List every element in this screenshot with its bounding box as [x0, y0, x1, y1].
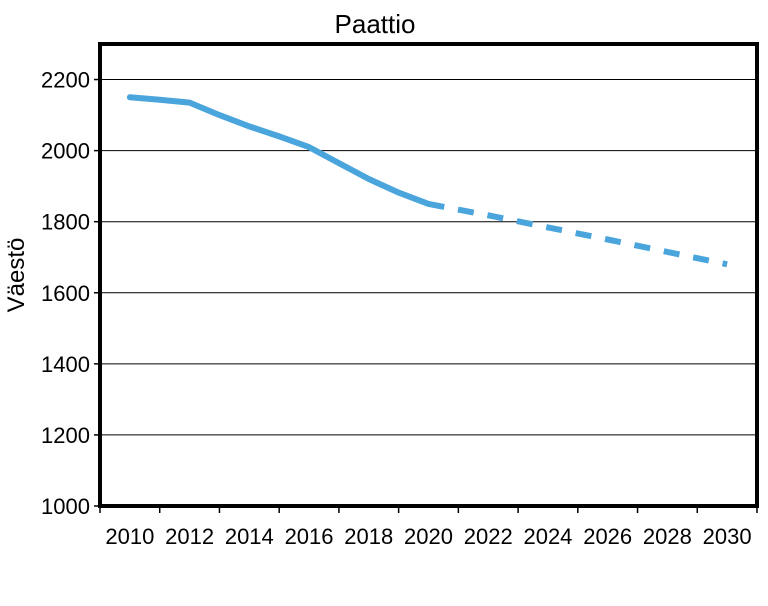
y-tick-label-2000: 2000	[41, 139, 90, 164]
x-tick-label-2018: 2018	[344, 524, 393, 549]
y-axis-label: Väestö	[3, 238, 30, 313]
y-tick-label-1600: 1600	[41, 281, 90, 306]
x-tick-label-2026: 2026	[583, 524, 632, 549]
x-axis-ticks: 2010 2012 2014 2016 2018 2020 2022 2024 2026 2028…	[99, 506, 758, 549]
plot-series	[126, 94, 728, 268]
y-tick-label-1400: 1400	[41, 352, 90, 377]
x-tick-label-2022: 2022	[464, 524, 513, 549]
plot-frame	[98, 42, 759, 508]
x-tick-label-2020: 2020	[404, 524, 453, 549]
x-tick-label-2014: 2014	[225, 524, 274, 549]
x-tick-label-2030: 2030	[703, 524, 752, 549]
x-tick-label-2012: 2012	[165, 524, 214, 549]
gridlines	[100, 79, 757, 436]
series-line-solid	[126, 94, 432, 207]
x-tick-label-2024: 2024	[523, 524, 572, 549]
y-axis-ticks: 1000 1200 1400 1600 1800 2000 2200	[41, 68, 100, 519]
x-tick-label-2010: 2010	[105, 524, 154, 549]
x-tick-label-2016: 2016	[285, 524, 334, 549]
x-tick-label-2028: 2028	[643, 524, 692, 549]
y-tick-label-1800: 1800	[41, 210, 90, 235]
y-tick-label-2200: 2200	[41, 68, 90, 93]
y-tick-label-1200: 1200	[41, 423, 90, 448]
series-line-dashed	[427, 200, 728, 268]
y-tick-label-1000: 1000	[41, 494, 90, 519]
chart-title: Paattio	[335, 9, 416, 39]
